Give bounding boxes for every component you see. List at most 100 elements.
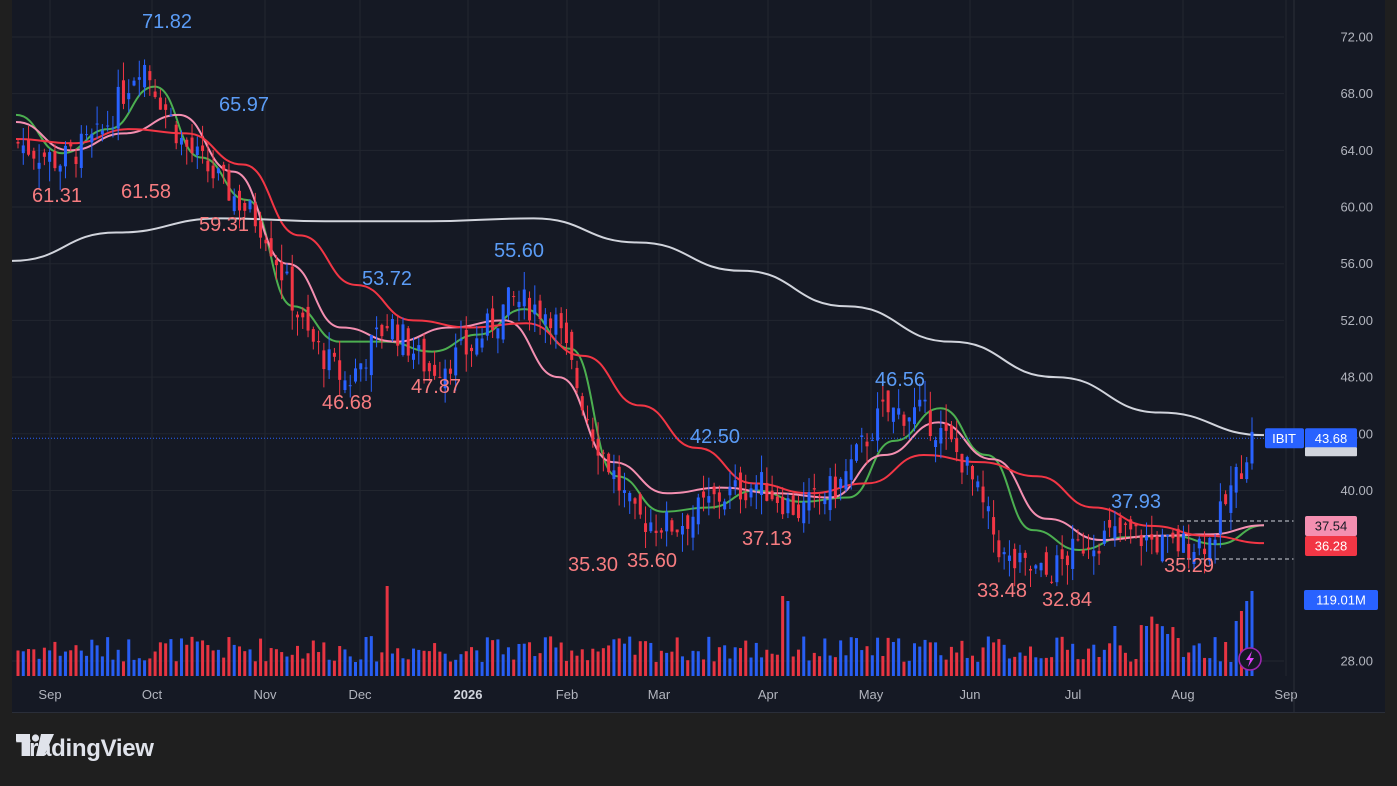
volume-bar	[680, 656, 684, 676]
volume-bar	[528, 642, 532, 676]
candle-body	[1118, 517, 1122, 533]
candle-body	[380, 324, 384, 337]
candle-body	[717, 492, 721, 502]
candle-body	[876, 408, 880, 441]
ma-slow-tag	[1305, 536, 1357, 556]
low-label: 37.13	[742, 528, 792, 550]
high-label: 55.60	[494, 240, 544, 262]
candle-body	[1113, 526, 1117, 539]
volume-bar	[127, 639, 131, 676]
volume-bar	[654, 661, 658, 676]
candle-body	[480, 338, 484, 348]
volume-bar	[949, 646, 953, 676]
volume-bar	[1081, 659, 1085, 676]
candle-body	[106, 125, 110, 127]
chart-area[interactable]: 71.82 65.97 53.72 55.60 42.50 46.56 37.93 61.31…	[12, 0, 1385, 713]
volume-bar	[390, 653, 394, 676]
volume-bar	[443, 653, 447, 676]
volume-bar	[1239, 611, 1243, 676]
candle-body	[981, 486, 985, 503]
volume-bar	[533, 656, 537, 676]
volume-bar	[53, 641, 57, 676]
volume-bar	[269, 648, 273, 676]
volume-bar	[696, 651, 700, 676]
candle-body	[828, 476, 832, 511]
volume-bar	[179, 638, 183, 676]
volume-bar	[364, 637, 368, 676]
volume-bar	[1160, 626, 1164, 676]
candle-body	[327, 349, 331, 371]
low-label: 59.31	[199, 214, 249, 236]
volume-bar	[659, 650, 663, 676]
candle-body	[1229, 485, 1233, 513]
candle-body	[1208, 538, 1212, 562]
candle-body	[665, 511, 669, 532]
candle-body	[459, 339, 463, 341]
volume-bar	[396, 648, 400, 676]
volume-bar	[1155, 623, 1159, 676]
candle-body	[633, 498, 637, 504]
candle-body	[1123, 523, 1127, 525]
volume-bar	[554, 647, 558, 676]
volume-bar	[211, 650, 215, 676]
candle-body	[443, 368, 447, 389]
price-chart[interactable]: 71.82 65.97 53.72 55.60 42.50 46.56 37.93 61.31…	[12, 0, 1385, 712]
volume-bar	[707, 636, 711, 676]
volume-bar	[1087, 648, 1091, 676]
time-scale-label: Sep	[1274, 687, 1297, 702]
candle-body	[818, 495, 822, 498]
tradingview-brand[interactable]: TradingView	[16, 734, 154, 764]
volume-bars	[16, 586, 1254, 676]
volume-bar	[770, 653, 774, 676]
candle-body	[364, 367, 368, 369]
candle-body	[749, 488, 753, 498]
candle-body	[1071, 538, 1075, 569]
candle-body	[69, 142, 73, 147]
candle-body	[153, 91, 157, 98]
price-scale-label: 60.00	[1340, 200, 1373, 215]
volume-bar	[169, 639, 173, 676]
volume-bar	[327, 659, 331, 676]
candle-body	[264, 239, 268, 244]
volume-bar	[1229, 661, 1233, 676]
candle-body	[723, 501, 727, 510]
candle-body	[955, 438, 959, 453]
volume-bar	[1029, 646, 1033, 676]
candle-body	[533, 304, 537, 315]
candle-body	[559, 313, 563, 329]
candle-body	[211, 165, 215, 179]
low-label: 33.48	[977, 580, 1027, 602]
volume-bar	[1218, 661, 1222, 676]
candle-body	[1013, 548, 1017, 569]
ma-fast-line	[15, 85, 1265, 551]
candle-body	[232, 196, 236, 212]
volume-bar	[881, 655, 885, 676]
volume-bar	[818, 656, 822, 676]
volume-bar	[575, 655, 579, 676]
candle-body	[269, 238, 273, 257]
candle-body	[733, 480, 737, 487]
volume-bar	[617, 638, 621, 676]
volume-bar	[833, 657, 837, 676]
time-scale-label: Oct	[142, 687, 163, 702]
volume-bar	[491, 640, 495, 676]
candle-body	[1034, 565, 1038, 569]
volume-bar	[1150, 616, 1154, 676]
volume-bar	[27, 649, 31, 676]
volume-bar	[369, 636, 373, 676]
candle-body	[1039, 562, 1043, 571]
candle-body	[438, 376, 442, 378]
volume-bar	[422, 650, 426, 676]
volume-bar	[559, 642, 563, 676]
volume-bar	[860, 650, 864, 676]
symbol-tag	[1265, 428, 1304, 449]
volume-bar	[934, 642, 938, 676]
volume-bar	[702, 659, 706, 676]
candle-body	[37, 162, 41, 169]
candle-body	[791, 495, 795, 515]
lightning-icon	[1238, 647, 1262, 671]
candle-body	[680, 525, 684, 535]
ma-mid-tag	[1305, 516, 1357, 536]
volume-bar	[1002, 644, 1006, 676]
axes: 72.0068.0064.0060.0056.0052.0048.0044.00…	[38, 0, 1373, 712]
